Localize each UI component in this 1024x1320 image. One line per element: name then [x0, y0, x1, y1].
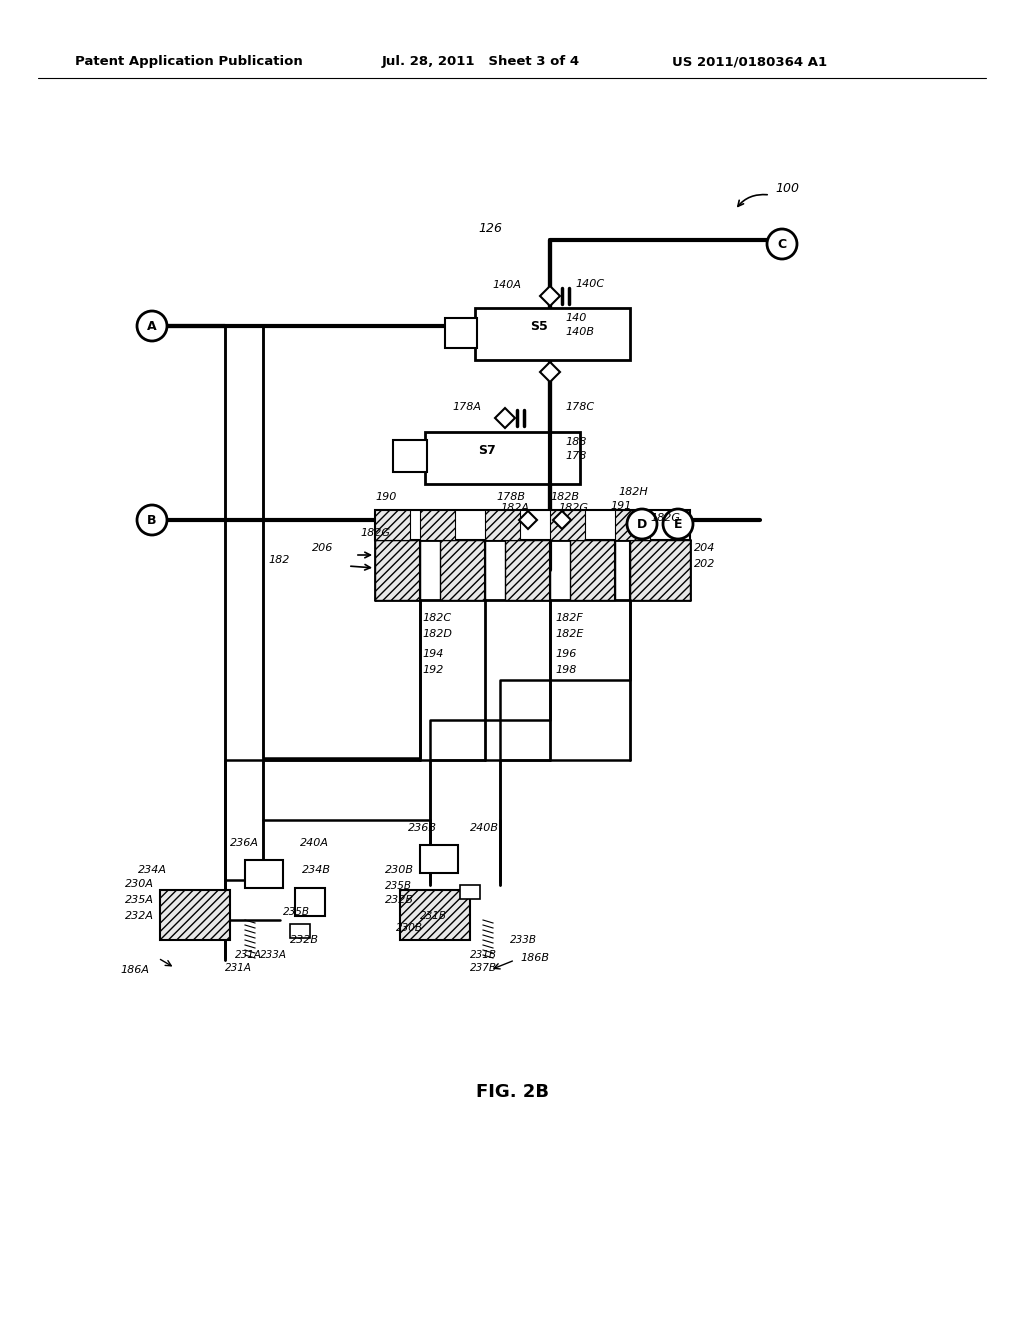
Text: 178A: 178A	[452, 403, 481, 412]
Text: 194: 194	[422, 649, 443, 659]
Bar	[400, 890, 470, 940]
Text: 182G: 182G	[360, 528, 390, 539]
Text: S5: S5	[530, 319, 548, 333]
Text: 192: 192	[422, 665, 443, 675]
Text: S7: S7	[478, 444, 496, 457]
Bar	[375, 510, 690, 540]
Text: 235B: 235B	[283, 907, 310, 917]
Text: 126: 126	[478, 222, 502, 235]
Circle shape	[627, 510, 657, 539]
Text: 230B: 230B	[385, 865, 414, 875]
Text: 182C: 182C	[422, 612, 452, 623]
Polygon shape	[553, 511, 571, 529]
Text: 190: 190	[375, 492, 396, 502]
Text: 182D: 182D	[422, 630, 452, 639]
Text: 182F: 182F	[555, 612, 583, 623]
Text: 186B: 186B	[520, 953, 549, 964]
Text: D: D	[637, 517, 647, 531]
Bar	[440, 540, 485, 601]
Bar	[445, 318, 477, 348]
Bar	[425, 432, 580, 484]
Text: 202: 202	[694, 558, 716, 569]
Text: 140C: 140C	[575, 279, 604, 289]
Text: 182: 182	[268, 554, 290, 565]
Text: 204: 204	[694, 543, 716, 553]
Text: 206: 206	[312, 543, 334, 553]
Bar	[570, 540, 615, 601]
Bar	[245, 861, 283, 888]
Text: 140A: 140A	[492, 280, 521, 290]
Text: 233B: 233B	[510, 935, 537, 945]
Bar	[420, 510, 455, 540]
Text: 140B: 140B	[565, 327, 594, 337]
Bar	[505, 540, 550, 601]
Text: 100: 100	[775, 181, 799, 194]
Circle shape	[663, 510, 693, 539]
Text: 188: 188	[565, 437, 587, 447]
Text: 240A: 240A	[300, 838, 329, 847]
Text: 234A: 234A	[138, 865, 167, 875]
Text: FIG. 2B: FIG. 2B	[475, 1082, 549, 1101]
Text: 232A: 232A	[125, 911, 154, 921]
Text: 196: 196	[555, 649, 577, 659]
Bar	[485, 510, 520, 540]
Text: 198: 198	[555, 665, 577, 675]
Bar	[550, 510, 585, 540]
Text: 236A: 236A	[230, 838, 259, 847]
Bar	[393, 440, 427, 473]
Text: 182H: 182H	[618, 487, 648, 498]
Text: 140: 140	[565, 313, 587, 323]
Bar	[295, 888, 325, 916]
Bar	[615, 510, 650, 540]
Text: E: E	[674, 517, 682, 531]
Text: 182A: 182A	[500, 503, 529, 513]
Polygon shape	[540, 362, 560, 381]
Text: 232B: 232B	[385, 895, 414, 906]
Text: 233A: 233A	[260, 950, 287, 960]
Text: 178: 178	[565, 451, 587, 461]
Bar	[160, 890, 230, 940]
Text: 235A: 235A	[125, 895, 154, 906]
Text: 182G: 182G	[650, 513, 680, 523]
Circle shape	[137, 312, 167, 341]
Text: 235B: 235B	[385, 880, 412, 891]
Text: 231A: 231A	[225, 964, 252, 973]
Text: 182B: 182B	[550, 492, 579, 502]
Circle shape	[137, 506, 167, 535]
Text: 191: 191	[610, 502, 632, 511]
Text: C: C	[777, 238, 786, 251]
Text: 231A: 231A	[234, 950, 262, 960]
Text: 236B: 236B	[408, 822, 437, 833]
Text: 186A: 186A	[120, 965, 150, 975]
Polygon shape	[540, 286, 560, 306]
Text: 234B: 234B	[302, 865, 331, 875]
Text: 178B: 178B	[496, 492, 525, 502]
Bar	[375, 540, 420, 601]
Text: 237B: 237B	[470, 964, 497, 973]
Text: 240B: 240B	[470, 822, 499, 833]
Text: Jul. 28, 2011   Sheet 3 of 4: Jul. 28, 2011 Sheet 3 of 4	[382, 55, 581, 69]
Bar	[630, 540, 690, 601]
Text: 232B: 232B	[290, 935, 319, 945]
Text: B: B	[147, 513, 157, 527]
Text: A: A	[147, 319, 157, 333]
Text: 230A: 230A	[125, 879, 154, 888]
Text: 230B: 230B	[396, 923, 423, 933]
Text: 178C: 178C	[565, 403, 594, 412]
Bar	[475, 308, 630, 360]
Polygon shape	[519, 511, 537, 529]
Circle shape	[767, 228, 797, 259]
Bar	[420, 845, 458, 873]
Text: Patent Application Publication: Patent Application Publication	[75, 55, 303, 69]
Bar	[375, 510, 410, 540]
Text: US 2011/0180364 A1: US 2011/0180364 A1	[672, 55, 827, 69]
Text: 182E: 182E	[555, 630, 584, 639]
Bar	[290, 924, 310, 939]
Bar	[460, 884, 480, 899]
Text: 231B: 231B	[470, 950, 497, 960]
Text: 182G: 182G	[558, 503, 588, 513]
Text: 231B: 231B	[420, 911, 447, 921]
Polygon shape	[495, 408, 515, 428]
